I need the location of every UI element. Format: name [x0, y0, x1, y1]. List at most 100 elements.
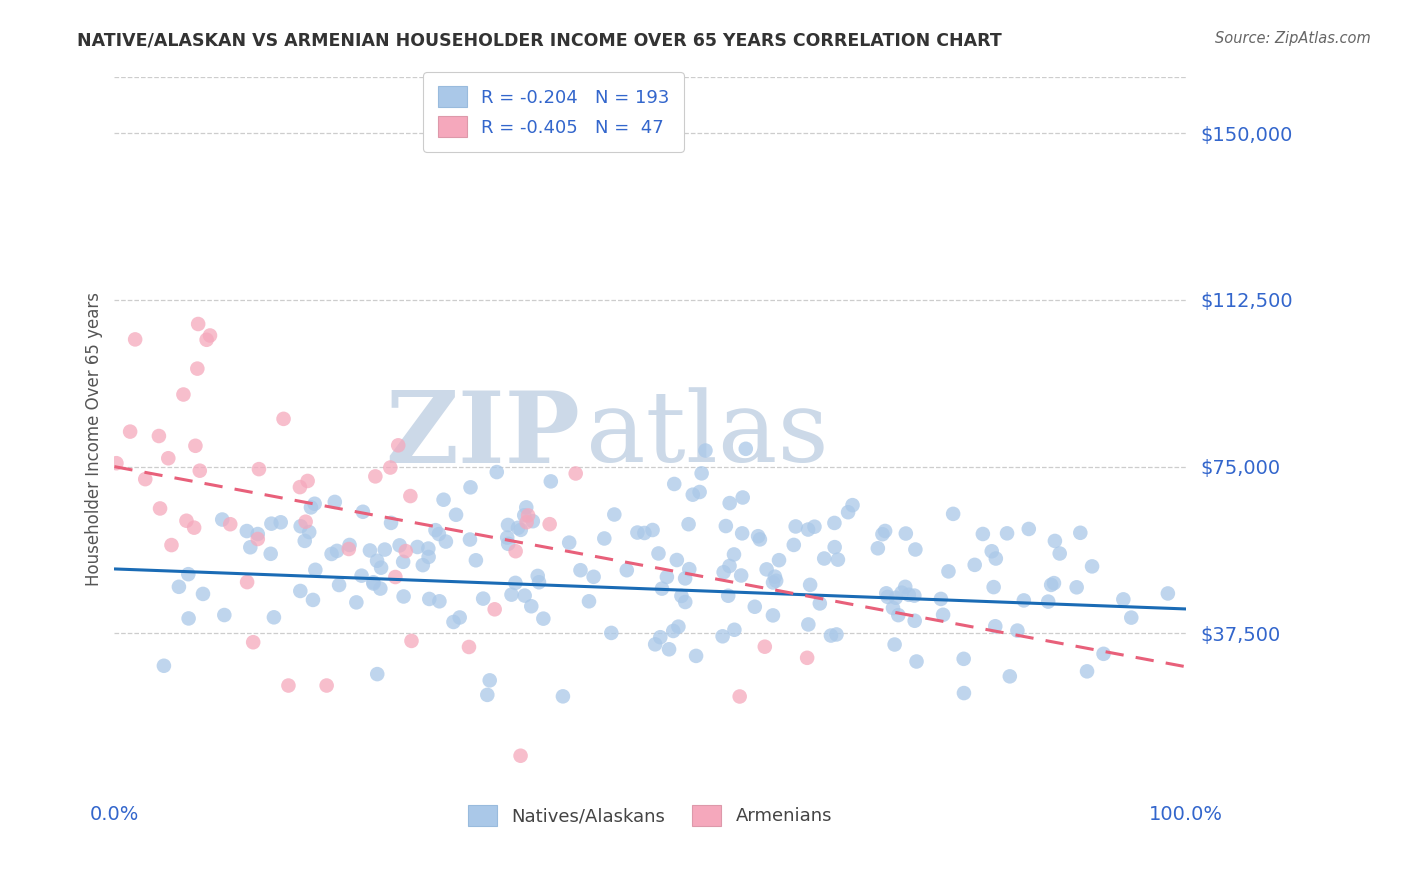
Point — [1049, 547, 1071, 561]
Point — [299, 500, 322, 515]
Point — [1069, 525, 1091, 540]
Point — [384, 570, 406, 584]
Point — [294, 515, 316, 529]
Point — [1038, 594, 1060, 608]
Point — [418, 549, 440, 564]
Point — [509, 748, 531, 763]
Point — [678, 562, 700, 576]
Point — [711, 629, 734, 643]
Point — [120, 425, 142, 439]
Point — [412, 558, 434, 573]
Point — [783, 538, 806, 552]
Point — [1066, 580, 1088, 594]
Point — [148, 429, 170, 443]
Point — [538, 517, 561, 532]
Point — [315, 679, 337, 693]
Point — [673, 571, 696, 585]
Point — [304, 563, 326, 577]
Point — [177, 567, 200, 582]
Point — [444, 508, 467, 522]
Point — [768, 553, 790, 567]
Point — [929, 591, 952, 606]
Point — [1092, 647, 1115, 661]
Point — [887, 608, 910, 623]
Point — [1121, 610, 1143, 624]
Point — [339, 538, 361, 552]
Point — [897, 588, 920, 602]
Point — [304, 497, 326, 511]
Point — [458, 640, 481, 654]
Point — [808, 597, 831, 611]
Point — [714, 519, 737, 533]
Point — [496, 537, 519, 551]
Point — [894, 526, 917, 541]
Point — [392, 555, 415, 569]
Point — [894, 580, 917, 594]
Point — [184, 439, 207, 453]
Point — [167, 580, 190, 594]
Point — [723, 548, 745, 562]
Point — [626, 525, 648, 540]
Point — [644, 637, 666, 651]
Point — [323, 495, 346, 509]
Point — [363, 575, 385, 590]
Point — [763, 569, 786, 583]
Point — [236, 575, 259, 590]
Point — [747, 529, 769, 543]
Point — [837, 505, 859, 519]
Point — [380, 516, 402, 530]
Point — [290, 584, 312, 599]
Point — [1076, 665, 1098, 679]
Point — [236, 524, 259, 538]
Point — [866, 541, 889, 556]
Point — [418, 591, 440, 606]
Point — [195, 333, 218, 347]
Point — [734, 442, 756, 456]
Point — [762, 608, 785, 623]
Point — [820, 629, 842, 643]
Point — [277, 679, 299, 693]
Point — [904, 542, 927, 557]
Point — [374, 542, 396, 557]
Point — [825, 627, 848, 641]
Point — [813, 551, 835, 566]
Point — [655, 570, 678, 584]
Legend: Natives/Alaskans, Armenians: Natives/Alaskans, Armenians — [460, 796, 841, 835]
Point — [246, 527, 269, 541]
Point — [1081, 559, 1104, 574]
Point — [875, 524, 897, 538]
Point — [172, 387, 194, 401]
Point — [434, 534, 457, 549]
Point — [578, 594, 600, 608]
Point — [883, 638, 905, 652]
Point — [294, 533, 316, 548]
Point — [673, 595, 696, 609]
Point — [685, 648, 707, 663]
Point — [754, 640, 776, 654]
Point — [765, 574, 787, 588]
Point — [429, 594, 451, 608]
Point — [352, 505, 374, 519]
Point — [366, 667, 388, 681]
Point — [824, 540, 846, 554]
Text: atlas: atlas — [586, 387, 828, 483]
Point — [134, 472, 156, 486]
Point — [513, 589, 536, 603]
Point — [406, 540, 429, 554]
Point — [364, 469, 387, 483]
Point — [995, 526, 1018, 541]
Point — [1112, 592, 1135, 607]
Point — [718, 559, 741, 574]
Point — [963, 558, 986, 572]
Point — [370, 582, 392, 596]
Point — [823, 516, 845, 530]
Point — [366, 554, 388, 568]
Point — [273, 412, 295, 426]
Point — [520, 599, 543, 614]
Point — [370, 560, 392, 574]
Point — [395, 544, 418, 558]
Point — [105, 456, 128, 470]
Point — [401, 634, 423, 648]
Point — [744, 599, 766, 614]
Point — [666, 620, 689, 634]
